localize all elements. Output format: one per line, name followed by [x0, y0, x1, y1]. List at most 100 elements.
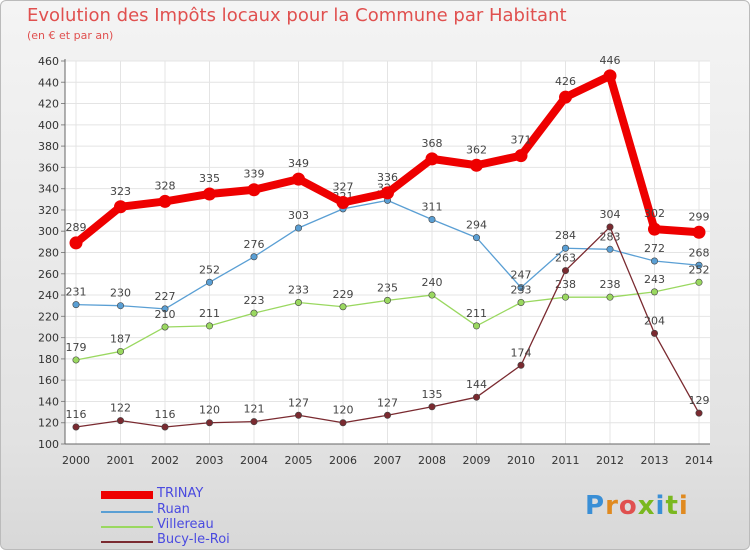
data-label-villereau: 240 [422, 276, 443, 289]
data-label-trinay: 349 [288, 157, 309, 170]
data-label-villereau: 179 [66, 341, 87, 354]
data-point-villereau [339, 303, 347, 311]
y-tick-label: 300 [38, 225, 59, 238]
y-tick-label: 120 [38, 417, 59, 430]
logo-letter: r [605, 491, 619, 521]
data-point-trinay [470, 158, 483, 172]
data-label-bucy-le-roi: 304 [600, 208, 621, 221]
data-point-villereau [383, 296, 391, 304]
legend-label-bucy-le-roi: Bucy-le-Roi [157, 532, 230, 547]
data-label-ruan: 230 [110, 287, 131, 300]
proxiti-logo: Proxiti [585, 491, 689, 521]
y-tick-label: 220 [38, 310, 59, 323]
data-label-bucy-le-roi: 204 [644, 314, 665, 327]
data-label-ruan: 284 [555, 229, 576, 242]
data-label-ruan: 294 [466, 219, 487, 232]
data-point-villereau [117, 347, 125, 355]
legend-swatch-trinay [101, 491, 153, 499]
data-label-bucy-le-roi: 120 [333, 404, 354, 417]
data-label-trinay: 335 [199, 172, 220, 185]
data-label-bucy-le-roi: 263 [555, 252, 576, 265]
data-point-trinay [336, 195, 350, 209]
data-label-ruan: 247 [511, 269, 532, 282]
data-point-bucy-le-roi [383, 411, 391, 419]
y-tick-label: 100 [38, 438, 59, 451]
x-tick-label: 2001 [107, 454, 135, 467]
y-tick-label: 280 [38, 247, 59, 260]
legend-item-trinay: TRINAY [101, 486, 301, 502]
data-label-trinay: 289 [66, 221, 87, 234]
data-point-trinay [203, 187, 216, 201]
data-point-ruan [650, 257, 658, 265]
y-tick-label: 180 [38, 353, 59, 366]
legend-swatch-villereau [101, 526, 153, 528]
y-tick-label: 380 [38, 140, 59, 153]
data-point-villereau [206, 322, 214, 330]
data-label-trinay: 299 [689, 210, 710, 223]
data-label-villereau: 223 [244, 294, 265, 307]
data-point-bucy-le-roi [517, 361, 525, 369]
data-label-ruan: 283 [600, 230, 621, 243]
data-point-villereau [72, 356, 80, 364]
data-label-ruan: 276 [244, 238, 265, 251]
data-point-trinay [603, 69, 617, 83]
chart-subtitle: (en € et par an) [27, 29, 114, 42]
data-point-bucy-le-roi [294, 411, 302, 419]
x-tick-label: 2007 [374, 454, 402, 467]
data-point-trinay [381, 186, 394, 200]
data-point-ruan [517, 284, 525, 292]
data-label-villereau: 233 [288, 284, 309, 297]
data-point-bucy-le-roi [428, 403, 436, 411]
data-point-bucy-le-roi [695, 409, 703, 417]
data-point-bucy-le-roi [606, 223, 614, 231]
legend-label-villereau: Villereau [157, 517, 214, 532]
data-point-trinay [559, 90, 572, 104]
data-label-bucy-le-roi: 121 [244, 403, 265, 416]
data-label-trinay: 328 [155, 179, 176, 192]
data-point-ruan [472, 234, 480, 242]
data-point-villereau [161, 323, 169, 331]
data-label-ruan: 303 [288, 209, 309, 222]
data-label-bucy-le-roi: 127 [377, 396, 398, 409]
data-point-ruan [294, 224, 302, 232]
data-label-trinay: 302 [644, 207, 665, 220]
x-tick-label: 2006 [329, 454, 357, 467]
y-tick-label: 320 [38, 204, 59, 217]
x-tick-label: 2013 [641, 454, 669, 467]
data-point-villereau [695, 278, 703, 286]
y-tick-label: 240 [38, 289, 59, 302]
data-label-ruan: 268 [689, 246, 710, 259]
data-point-trinay [514, 149, 528, 163]
data-label-bucy-le-roi: 116 [155, 408, 176, 421]
data-point-trinay [292, 172, 305, 186]
data-label-villereau: 210 [155, 308, 176, 321]
legend-item-bucy-le-roi: Bucy-le-Roi [101, 532, 301, 548]
data-label-bucy-le-roi: 116 [66, 408, 87, 421]
data-point-villereau [517, 299, 525, 307]
data-label-trinay: 426 [555, 75, 576, 88]
data-label-villereau: 229 [333, 288, 354, 301]
logo-letter: i [655, 491, 666, 521]
data-label-trinay: 323 [110, 185, 131, 198]
logo-letter: t [665, 491, 679, 521]
data-point-ruan [250, 253, 258, 261]
y-tick-label: 400 [38, 119, 59, 132]
data-label-trinay: 368 [422, 137, 443, 150]
data-label-villereau: 243 [644, 273, 665, 286]
y-tick-label: 140 [38, 395, 59, 408]
data-point-ruan [72, 301, 80, 309]
y-tick-label: 460 [38, 55, 59, 68]
data-label-bucy-le-roi: 120 [199, 404, 220, 417]
data-label-bucy-le-roi: 127 [288, 396, 309, 409]
data-label-bucy-le-roi: 144 [466, 378, 487, 391]
data-label-bucy-le-roi: 129 [689, 394, 710, 407]
data-label-villereau: 211 [199, 307, 220, 320]
data-label-bucy-le-roi: 174 [511, 346, 532, 359]
x-tick-label: 2002 [151, 454, 179, 467]
logo-letter: o [618, 491, 638, 521]
data-point-villereau [606, 293, 614, 301]
data-label-bucy-le-roi: 122 [110, 402, 131, 415]
data-point-bucy-le-roi [650, 329, 658, 337]
legend-swatch-bucy-le-roi [101, 541, 153, 543]
